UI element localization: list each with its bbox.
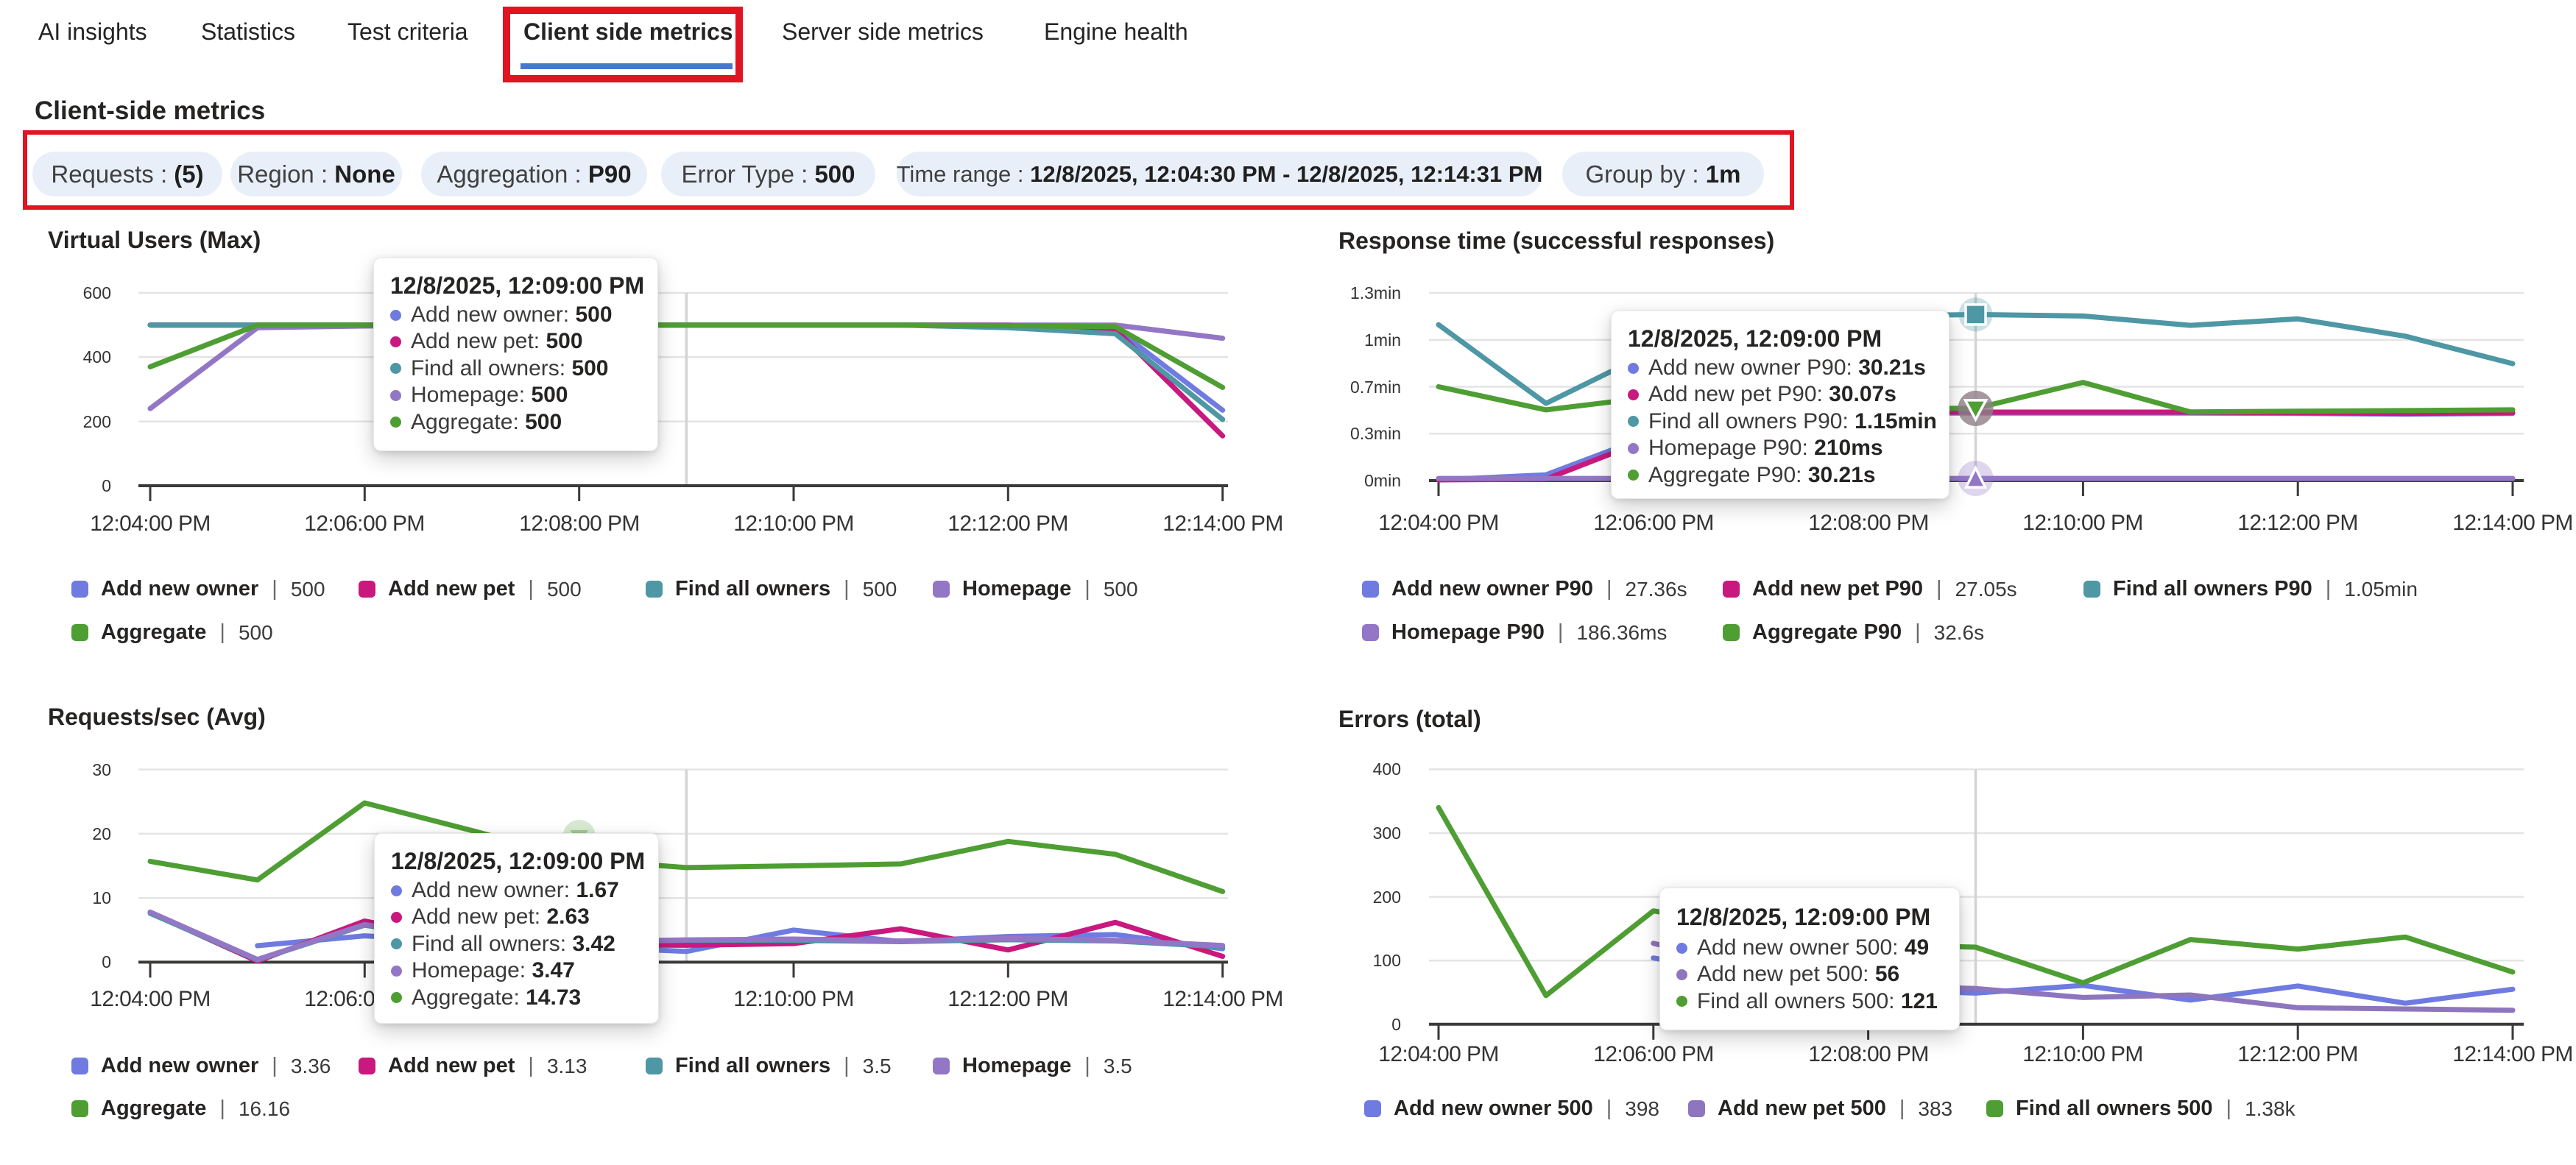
svg-text:12:14:00 PM: 12:14:00 PM <box>2452 1042 2573 1066</box>
svg-text:0: 0 <box>102 952 111 971</box>
svg-text:400: 400 <box>83 347 111 367</box>
svg-text:12:04:00 PM: 12:04:00 PM <box>1378 1042 1499 1066</box>
svg-text:12:04:00 PM: 12:04:00 PM <box>90 511 211 536</box>
svg-text:12:10:00 PM: 12:10:00 PM <box>2022 511 2143 535</box>
svg-text:12:04:00 PM: 12:04:00 PM <box>90 987 211 1011</box>
svg-text:200: 200 <box>83 412 111 431</box>
svg-text:600: 600 <box>83 283 111 302</box>
svg-text:12:12:00 PM: 12:12:00 PM <box>948 987 1068 1011</box>
svg-text:12:06:00 PM: 12:06:00 PM <box>1593 1042 1714 1066</box>
svg-text:12:08:00 PM: 12:08:00 PM <box>1808 511 1929 535</box>
svg-text:12:14:00 PM: 12:14:00 PM <box>2452 511 2573 535</box>
svg-text:10: 10 <box>92 888 111 907</box>
svg-text:200: 200 <box>1373 888 1401 907</box>
svg-text:100: 100 <box>1373 951 1401 970</box>
svg-text:1.3min: 1.3min <box>1350 283 1401 302</box>
svg-text:12:12:00 PM: 12:12:00 PM <box>948 511 1068 536</box>
svg-text:400: 400 <box>1373 759 1401 779</box>
svg-text:300: 300 <box>1373 824 1401 843</box>
svg-text:12:14:00 PM: 12:14:00 PM <box>1162 987 1283 1011</box>
svg-text:12:12:00 PM: 12:12:00 PM <box>2237 511 2358 535</box>
svg-text:12:08:00 PM: 12:08:00 PM <box>519 511 640 536</box>
svg-text:12:10:00 PM: 12:10:00 PM <box>733 511 854 536</box>
svg-text:12:10:00 PM: 12:10:00 PM <box>2022 1042 2143 1066</box>
svg-text:12:04:00 PM: 12:04:00 PM <box>1378 511 1499 535</box>
svg-text:12:14:00 PM: 12:14:00 PM <box>1162 511 1283 536</box>
svg-text:0.7min: 0.7min <box>1350 378 1401 397</box>
svg-text:12:10:00 PM: 12:10:00 PM <box>733 987 854 1011</box>
svg-text:0: 0 <box>1391 1015 1401 1034</box>
svg-text:1min: 1min <box>1364 330 1401 350</box>
svg-text:20: 20 <box>92 824 111 843</box>
svg-text:30: 30 <box>92 760 111 779</box>
svg-text:12:06:00 PM: 12:06:00 PM <box>1593 511 1714 535</box>
svg-text:0.3min: 0.3min <box>1350 424 1401 443</box>
svg-text:12:12:00 PM: 12:12:00 PM <box>2237 1042 2358 1066</box>
svg-text:12:08:00 PM: 12:08:00 PM <box>1808 1042 1929 1066</box>
svg-text:0min: 0min <box>1364 471 1401 490</box>
svg-text:0: 0 <box>102 476 111 495</box>
svg-text:12:06:00 PM: 12:06:00 PM <box>304 511 425 536</box>
